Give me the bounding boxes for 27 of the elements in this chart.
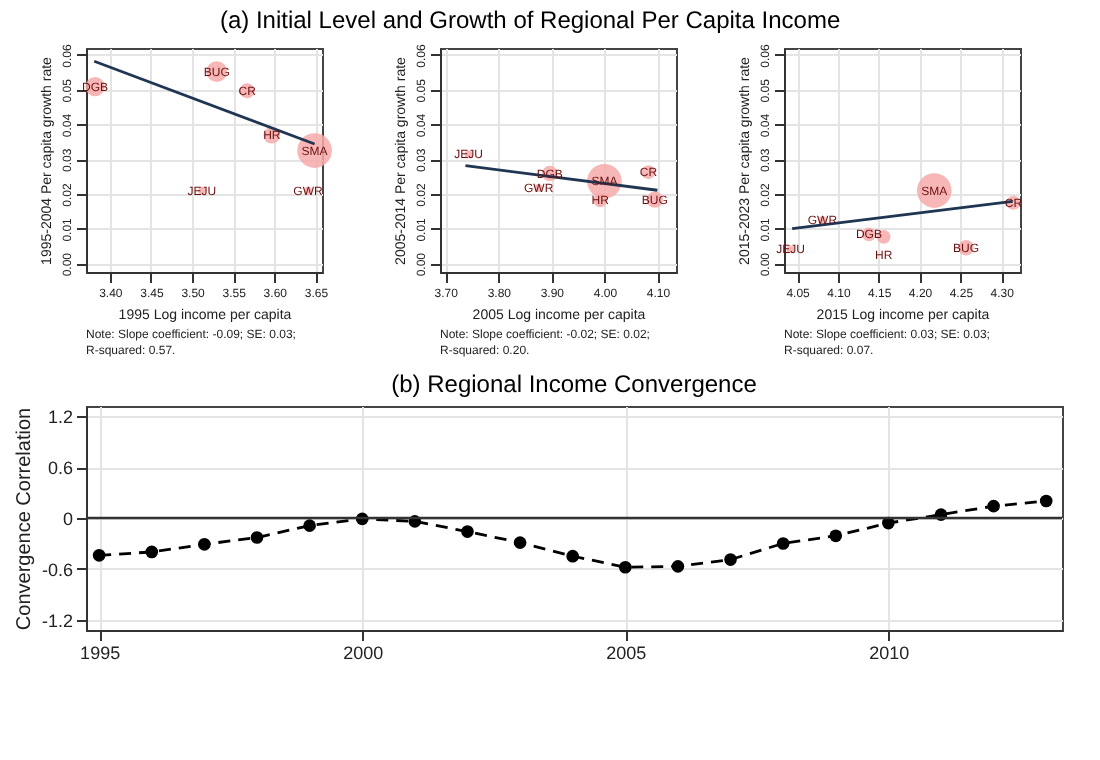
point <box>776 537 790 550</box>
point <box>618 560 632 574</box>
y-tick-label: 0 <box>62 509 73 529</box>
chart-title: (b) Regional Income Convergence <box>391 370 758 398</box>
x-tick-label: 2010 <box>869 643 910 663</box>
point <box>303 519 316 532</box>
y-axis-title: Convergence Correlation <box>13 407 36 631</box>
point <box>987 499 1000 513</box>
y-tick-label: -0.6 <box>41 559 73 580</box>
point <box>92 549 106 562</box>
point <box>145 545 159 559</box>
point <box>461 525 474 538</box>
text: (a) Initial Level and Growth of Regional Per Capita Income <box>219 6 841 35</box>
x-tick-label: 1995 <box>80 643 121 663</box>
point <box>566 549 580 563</box>
point <box>250 531 264 544</box>
point <box>1039 494 1053 508</box>
point <box>513 536 527 549</box>
point <box>671 560 685 573</box>
point <box>829 529 843 543</box>
point <box>198 537 211 551</box>
y-tick-label: -1.2 <box>41 610 73 631</box>
y-tick-label: 1.2 <box>47 407 73 428</box>
x-tick-label: 2000 <box>343 643 384 663</box>
y-tick-label: 0.6 <box>47 458 73 479</box>
point <box>724 553 737 566</box>
x-tick-label: 2005 <box>606 643 647 663</box>
